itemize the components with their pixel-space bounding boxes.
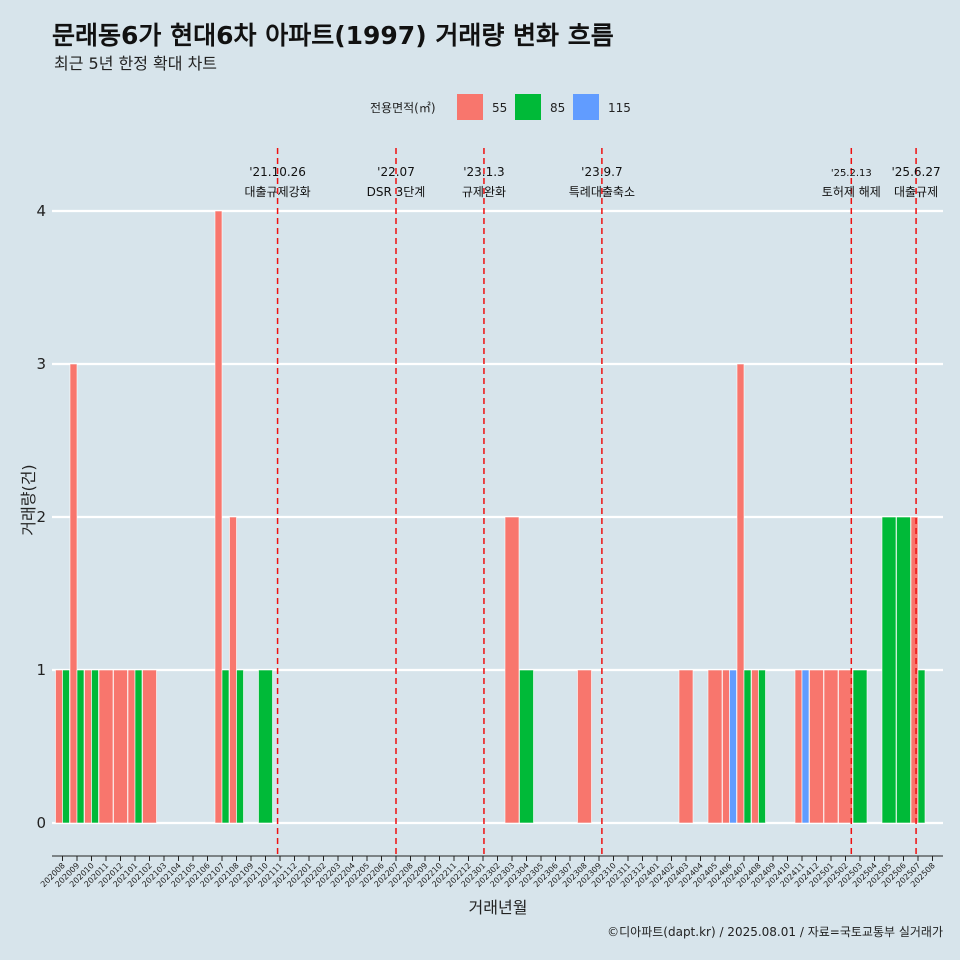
- bar-85-202108: [236, 669, 244, 824]
- event-date-5: '25.6.27: [892, 165, 941, 179]
- bar-115-202406: [729, 669, 737, 824]
- bar-115-202411: [801, 669, 810, 824]
- bar-55-202108: [229, 516, 237, 824]
- bar-85-202503: [852, 669, 868, 824]
- bar-85-202010: [91, 669, 99, 824]
- bar-55-202008: [55, 669, 63, 824]
- legend-title: 전용면적(㎡): [370, 101, 436, 115]
- legend-swatch-85: [515, 94, 541, 120]
- bar-55-202412: [809, 669, 824, 824]
- event-name-4: 토허제 해제: [822, 185, 881, 199]
- bar-55-202010: [84, 669, 92, 824]
- events: '21.10.26 대출규제강화 '22.07 DSR 3단계 '23.1.3 규제완화 '…: [244, 148, 941, 854]
- bar-85-202408: [758, 669, 766, 824]
- bar-55-202102: [142, 669, 157, 824]
- bar-85-202505: [881, 516, 897, 824]
- bar-85-202506: [896, 516, 911, 824]
- event-date-2: '23.1.3: [463, 165, 504, 179]
- bar-55-202107: [214, 210, 223, 824]
- bar-55-202303: [504, 516, 520, 824]
- bar-85-202407: [743, 669, 752, 824]
- chart-title: 문래동6가 현대6차 아파트(1997) 거래량 변화 흐름: [52, 21, 614, 50]
- event-name-3: 특례대출축소: [569, 185, 635, 199]
- bar-85-202101: [134, 669, 143, 824]
- event-date-0: '21.10.26: [249, 165, 306, 179]
- bar-55-202407: [736, 363, 745, 824]
- bar-55-202012: [113, 669, 128, 824]
- y-tick-label-2: 2: [36, 508, 46, 526]
- bar-55-202403: [678, 669, 694, 824]
- y-tick-label-4: 4: [36, 202, 46, 220]
- x-axis-label: 거래년월: [469, 898, 528, 917]
- bar-55-202502: [838, 669, 853, 824]
- event-date-3: '23.9.7: [581, 165, 622, 179]
- event-date-1: '22.07: [377, 165, 415, 179]
- grid: [52, 209, 943, 825]
- bar-55-202101: [127, 669, 136, 824]
- bar-55-202011: [98, 669, 114, 824]
- legend-label-115: 115: [608, 101, 631, 115]
- bars: [55, 210, 926, 824]
- event-name-5: 대출규제: [894, 185, 938, 199]
- bar-55-202408: [751, 669, 759, 824]
- y-tick-label-3: 3: [36, 355, 46, 373]
- x-axis: 2020082020092020102020112020122021012021…: [39, 855, 943, 889]
- legend-swatch-115: [573, 94, 599, 120]
- caption: ©디아파트(dapt.kr) / 2025.08.01 / 자료=국토교통부 실…: [607, 925, 943, 939]
- legend-swatch-55: [457, 94, 483, 120]
- bar-85-202304: [519, 669, 534, 824]
- legend-label-55: 55: [492, 101, 507, 115]
- y-axis: 0 1 2 3 4: [36, 202, 46, 832]
- bar-85-202110: [258, 669, 273, 824]
- y-tick-label-0: 0: [36, 814, 46, 832]
- bar-55-202405: [707, 669, 723, 824]
- y-tick-label-1: 1: [36, 661, 46, 679]
- bar-55-202507: [910, 516, 919, 824]
- bar-85-202008: [62, 669, 70, 824]
- legend-label-85: 85: [550, 101, 565, 115]
- bar-55-202308: [577, 669, 592, 824]
- chart-subtitle: 최근 5년 한정 확대 차트: [54, 54, 217, 73]
- bar-85-202507: [917, 669, 926, 824]
- legend: 전용면적(㎡) 55 85 115: [370, 94, 631, 120]
- bar-85-202107: [221, 669, 230, 824]
- y-axis-label: 거래량(건): [19, 464, 38, 535]
- event-name-0: 대출규제강화: [244, 185, 310, 199]
- event-name-2: 규제완화: [462, 185, 506, 199]
- bar-55-202411: [794, 669, 803, 824]
- bar-55-202501: [823, 669, 839, 824]
- event-date-4: '25.2.13: [831, 168, 872, 179]
- bar-55-202406: [722, 669, 730, 824]
- bar-85-202009: [76, 669, 85, 824]
- event-name-1: DSR 3단계: [367, 185, 426, 199]
- bar-55-202009: [69, 363, 78, 824]
